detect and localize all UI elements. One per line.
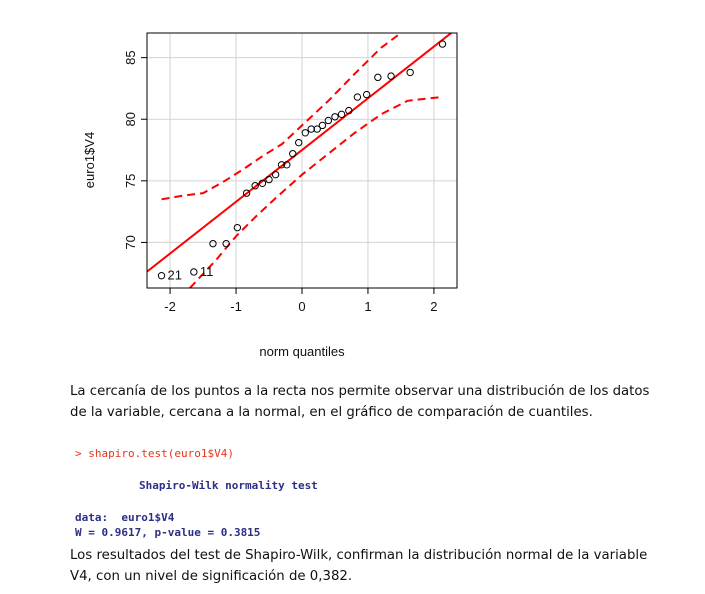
data-point: [265, 175, 273, 184]
y-tick-label: 75: [123, 174, 138, 188]
data-point: [345, 106, 353, 115]
x-axis-label: norm quantiles: [259, 344, 345, 359]
data-point: [406, 68, 414, 77]
point-label: 21: [168, 268, 182, 283]
x-tick-label: 1: [364, 299, 371, 314]
data-point: [362, 90, 371, 99]
qq-plot: 21 11 -2 -1 0 1 2 70 75 80 85 norm quantiles euro1…: [82, 32, 458, 359]
data-point: [258, 179, 267, 187]
data-point: [324, 116, 333, 125]
data-point: [251, 182, 259, 190]
y-tick-label: 85: [123, 50, 138, 64]
data-point: [337, 110, 346, 119]
data-point: [331, 113, 339, 121]
paragraph-conclusion: Los resultados del test de Shapiro-Wilk,…: [70, 548, 648, 584]
paragraph-interpretation: La cercanía de los puntos a la recta nos…: [70, 384, 650, 420]
point-label: 11: [200, 264, 214, 279]
test-data-line: data: euro1$V4: [75, 511, 175, 524]
data-point: [157, 271, 166, 280]
data-point: [222, 239, 230, 248]
confidence-band: [161, 33, 441, 288]
y-axis-label: euro1$V4: [82, 132, 97, 188]
data-point: [242, 189, 251, 197]
axes: 21 11 -2 -1 0 1 2 70 75 80 85: [123, 32, 458, 314]
data-point: [353, 93, 362, 101]
test-stats-line: W = 0.9617, p-value = 0.3815: [75, 526, 261, 539]
data-point: [209, 239, 217, 248]
grid-lines: [147, 33, 457, 288]
data-points: [157, 40, 447, 280]
data-point: [277, 161, 286, 169]
data-point: [313, 125, 321, 133]
data-point: [318, 121, 327, 130]
data-point: [387, 72, 395, 80]
x-tick-label: 0: [298, 299, 305, 314]
data-point: [289, 150, 297, 158]
r-command: > shapiro.test(euro1$V4): [75, 447, 234, 460]
band-upper-line: [161, 33, 402, 201]
y-tick-label: 80: [123, 112, 138, 126]
band-lower-line: [189, 96, 441, 288]
reference-line: [147, 33, 453, 273]
reference-line-group: [147, 33, 453, 273]
data-point: [190, 268, 198, 276]
x-tick-label: -1: [230, 299, 242, 314]
data-point: [295, 138, 303, 147]
data-point: [271, 170, 280, 179]
data-point: [283, 161, 291, 169]
data-point: [301, 129, 309, 137]
x-tick-label: 2: [430, 299, 437, 314]
x-tick-label: -2: [164, 299, 176, 314]
y-tick-label: 70: [123, 235, 138, 249]
data-point: [374, 73, 382, 82]
test-title: Shapiro-Wilk normality test: [139, 479, 318, 492]
data-point: [438, 40, 447, 48]
data-point: [233, 223, 242, 232]
